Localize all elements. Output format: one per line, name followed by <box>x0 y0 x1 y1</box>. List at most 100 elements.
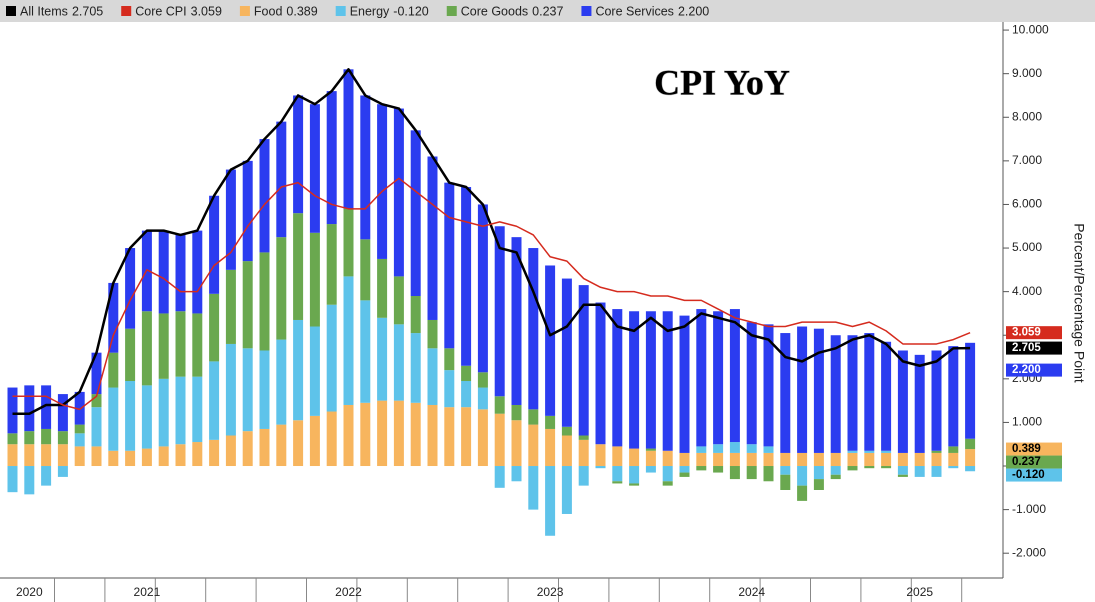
bar-segment <box>629 483 640 486</box>
bar-segment <box>797 485 808 501</box>
bar-segment <box>444 370 455 408</box>
bar-segment <box>57 431 68 445</box>
bar-segment <box>393 108 404 277</box>
bar-segment <box>360 300 371 403</box>
bar-segment <box>645 311 656 449</box>
bar-segment <box>326 91 337 225</box>
y-tick-label: 9.000 <box>1012 66 1042 80</box>
bar-segment <box>662 481 673 486</box>
legend-value: 0.389 <box>286 4 317 18</box>
bar-segment <box>965 438 976 450</box>
bar-segment <box>125 248 136 329</box>
legend-value: 0.237 <box>532 4 563 18</box>
bar-segment <box>914 466 925 477</box>
bar-segment <box>847 450 858 453</box>
bar-segment <box>326 224 337 305</box>
bar-segment <box>847 335 858 451</box>
legend-value: 2.705 <box>72 4 103 18</box>
bar-segment <box>494 226 505 397</box>
bar-segment <box>276 339 287 425</box>
bar-segment <box>561 466 572 514</box>
bar-segment <box>125 381 136 451</box>
bar-segment <box>461 381 472 408</box>
bar-segment <box>108 352 119 388</box>
bar-segment <box>746 452 757 467</box>
bar-segment <box>259 139 270 253</box>
bar-segment <box>477 372 488 388</box>
bar-segment <box>897 474 908 477</box>
bar-segment <box>897 466 908 475</box>
bar-segment <box>225 269 236 344</box>
bar-segment <box>477 409 488 467</box>
bar-segment <box>108 282 119 353</box>
legend-swatch <box>335 6 346 16</box>
bar-segment <box>612 466 623 482</box>
bar-segment <box>360 239 371 301</box>
bar-segment <box>242 431 253 467</box>
bar-segment <box>864 450 875 453</box>
legend-label: Core Services <box>595 4 674 18</box>
bar-segment <box>158 378 169 447</box>
bar-segment <box>931 350 942 451</box>
value-tag-label: 0.237 <box>1012 456 1041 468</box>
plot <box>7 68 976 536</box>
legend-swatch <box>581 6 592 16</box>
y-tick-label: -2.000 <box>1012 545 1046 559</box>
bar-segment <box>578 439 589 467</box>
bar-segment <box>343 69 354 209</box>
bar-segment <box>545 466 556 536</box>
bar-segment <box>830 335 841 453</box>
legend-label: Food <box>254 4 283 18</box>
bar-segment <box>813 328 824 453</box>
bar-segment <box>746 322 757 445</box>
bar-segment <box>91 407 102 447</box>
bar-segment <box>427 404 438 467</box>
bar-segment <box>763 446 774 453</box>
bar-segment <box>7 387 18 434</box>
bar-segment <box>729 442 740 453</box>
bar-segment <box>309 326 320 416</box>
bar-segment <box>125 450 136 467</box>
bar-segment <box>276 424 287 467</box>
bar-segment <box>629 466 640 484</box>
bar-segment <box>7 433 18 445</box>
bar-segment <box>662 466 673 482</box>
value-tag-label: 3.059 <box>1012 327 1041 339</box>
bar-segment <box>914 452 925 467</box>
bar-segment <box>612 446 623 467</box>
bar-segment <box>545 265 556 416</box>
bar-segment <box>931 452 942 467</box>
x-tick-label: 2024 <box>738 585 765 599</box>
bar-segment <box>242 160 253 262</box>
value-tag <box>1006 442 1062 456</box>
bar-segment <box>679 452 690 467</box>
bar-segment <box>629 448 640 467</box>
bar-segment <box>494 413 505 467</box>
bar-segment <box>881 452 892 467</box>
bar-segment <box>158 230 169 314</box>
bar-segment <box>612 481 623 484</box>
bar-segment <box>276 237 287 340</box>
bar-segment <box>561 435 572 467</box>
bar-segment <box>511 466 522 482</box>
bar-segment <box>931 466 942 477</box>
bar-segment <box>461 187 472 366</box>
bar-segment <box>713 444 724 453</box>
bar-segment <box>24 444 35 467</box>
y-tick-label: 5.000 <box>1012 240 1042 254</box>
bar-segment <box>225 343 236 436</box>
bar-segment <box>343 208 354 277</box>
bar-segment <box>595 302 606 445</box>
bar-segment <box>696 446 707 453</box>
bar-segment <box>830 474 841 480</box>
bar-segment <box>360 402 371 467</box>
bar-segment <box>612 309 623 447</box>
bar-segment <box>696 466 707 471</box>
x-tick-label: 2020 <box>16 585 43 599</box>
legend-swatch <box>446 6 457 16</box>
bar-segment <box>225 169 236 270</box>
bar-segment <box>293 319 304 421</box>
legend-value: 2.200 <box>678 4 709 18</box>
bar-segment <box>881 341 892 451</box>
bar-segment <box>158 313 169 379</box>
